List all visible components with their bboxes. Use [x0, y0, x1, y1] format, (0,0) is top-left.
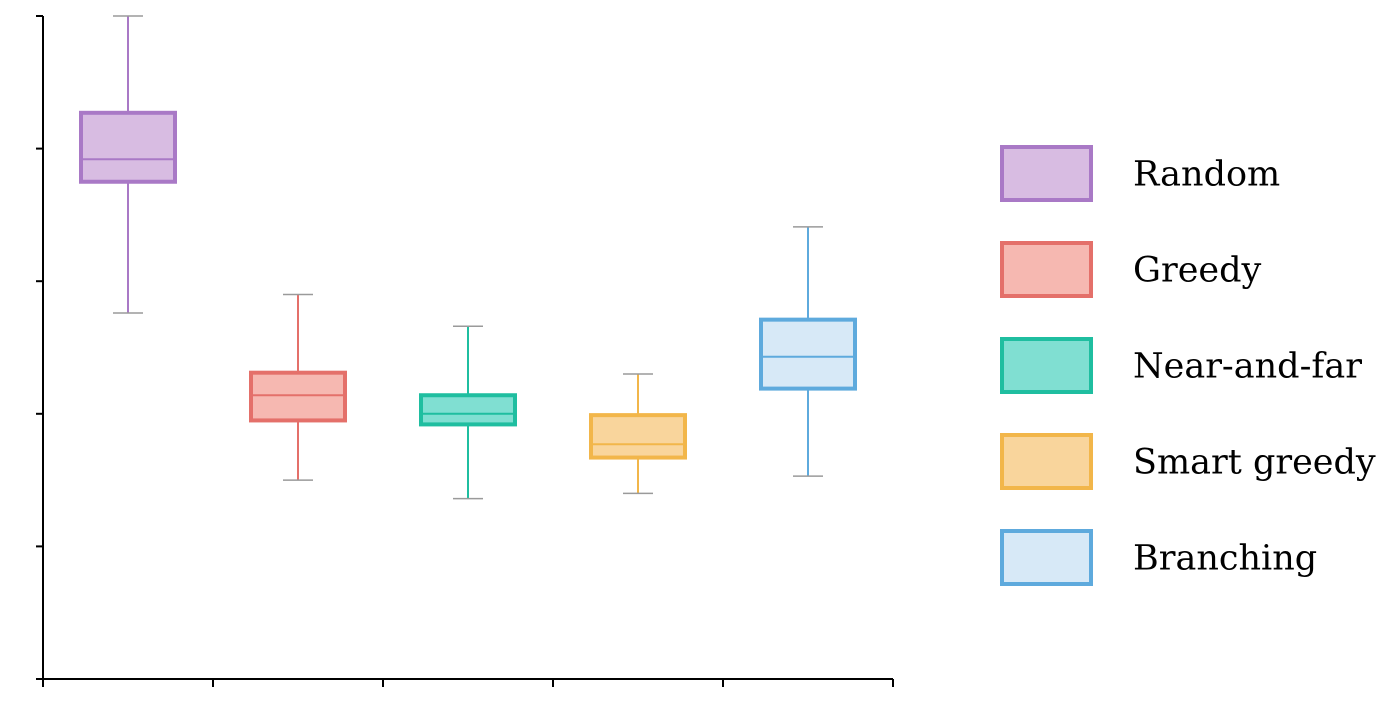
iqr-box [759, 317, 857, 391]
iqr-box [419, 393, 517, 427]
legend-item: Greedy [1000, 241, 1262, 298]
box-branching [759, 226, 857, 477]
legend-swatch [1000, 337, 1093, 394]
legend-label: Greedy [1133, 251, 1262, 291]
iqr-box [589, 413, 687, 460]
box-near-and-far [419, 325, 517, 500]
boxes [79, 15, 857, 500]
legend: Random Greedy Near-and-far Smart greedy Bran… [1000, 145, 1376, 586]
box-random [79, 15, 177, 314]
legend-swatch [1000, 529, 1093, 586]
legend-label: Random [1133, 155, 1280, 195]
legend-swatch [1000, 433, 1093, 490]
iqr-box [79, 110, 177, 184]
legend-item: Random [1000, 145, 1280, 202]
legend-item: Smart greedy [1000, 433, 1376, 490]
legend-label: Smart greedy [1133, 443, 1376, 483]
box-smart-greedy [589, 373, 687, 495]
axes [36, 15, 894, 687]
legend-swatch [1000, 145, 1093, 202]
legend-label: Near-and-far [1133, 347, 1362, 387]
legend-item: Branching [1000, 529, 1317, 586]
legend-label: Branching [1133, 539, 1317, 579]
iqr-box [249, 370, 347, 423]
box-greedy [249, 293, 347, 481]
legend-item: Near-and-far [1000, 337, 1362, 394]
legend-swatch [1000, 241, 1093, 298]
